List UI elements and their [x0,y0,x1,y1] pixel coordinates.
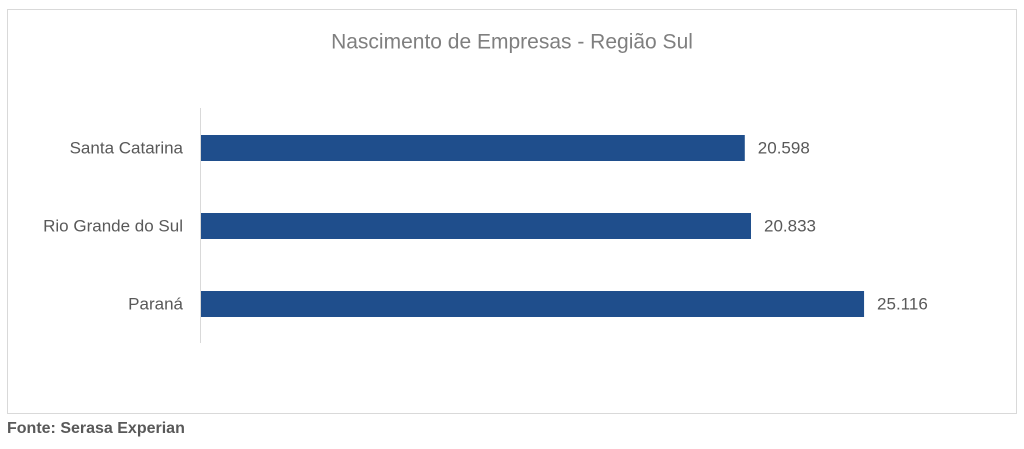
data-label: 25.116 [877,294,928,313]
y-tick-label: Paraná [128,294,183,313]
data-label: 20.833 [764,216,816,235]
bar [201,213,751,239]
bar [201,135,745,161]
data-label: 20.598 [758,138,810,157]
y-tick-label: Rio Grande do Sul [43,216,183,235]
chart-frame [7,9,1017,414]
source-note: Fonte: Serasa Experian [7,420,185,437]
y-tick-label: Santa Catarina [70,138,184,157]
chart-title: Nascimento de Empresas - Região Sul [331,31,693,54]
bar [201,291,865,317]
